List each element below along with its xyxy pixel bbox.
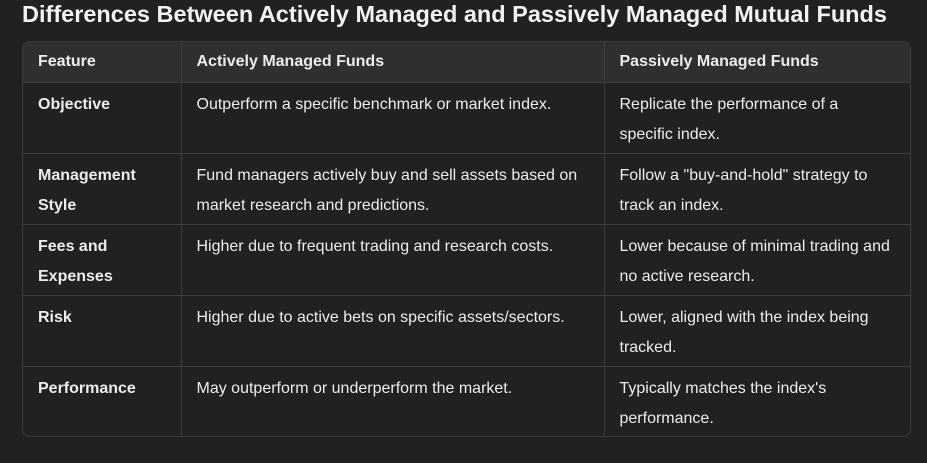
table-header-row: Feature Actively Managed Funds Passively…: [23, 42, 910, 83]
header-actively-managed: Actively Managed Funds: [181, 42, 605, 83]
comparison-table-container: Feature Actively Managed Funds Passively…: [22, 41, 911, 437]
row-active-cell: Higher due to frequent trading and resea…: [181, 224, 605, 296]
comparison-table: Feature Actively Managed Funds Passively…: [23, 42, 910, 436]
row-active-cell: Fund managers actively buy and sell asse…: [181, 153, 605, 225]
table-row: Performance May outperform or underperfo…: [23, 366, 910, 436]
row-passive-cell: Follow a "buy-and-hold" strategy to trac…: [604, 153, 910, 225]
page-title: Differences Between Actively Managed and…: [22, 1, 887, 27]
row-active-cell: May outperform or underperform the marke…: [181, 366, 605, 436]
row-passive-cell: Typically matches the index's performanc…: [619, 379, 827, 427]
table-row: Objective Outperform a specific benchmar…: [23, 82, 910, 154]
row-passive-cell: Lower, aligned with the index being trac…: [604, 295, 910, 367]
row-feature-cell: Performance: [23, 366, 182, 436]
row-feature-cell: Management Style: [23, 153, 182, 225]
row-passive-cell: Replicate the performance of a specific …: [604, 82, 910, 154]
row-active-cell: Higher due to active bets on specific as…: [181, 295, 605, 367]
table-row: Fees and Expenses Higher due to frequent…: [23, 224, 910, 296]
header-passively-managed: Passively Managed Funds: [604, 42, 910, 83]
row-feature-cell: Fees and Expenses: [23, 224, 182, 296]
row-active-cell: Outperform a specific benchmark or marke…: [181, 82, 605, 154]
row-passive-cell: Lower because of minimal trading and no …: [604, 224, 910, 296]
table-row: Risk Higher due to active bets on specif…: [23, 295, 910, 367]
header-feature: Feature: [23, 42, 182, 83]
row-feature-cell: Objective: [23, 82, 182, 154]
row-feature-cell: Risk: [23, 295, 182, 367]
table-row: Management Style Fund managers actively …: [23, 153, 910, 225]
